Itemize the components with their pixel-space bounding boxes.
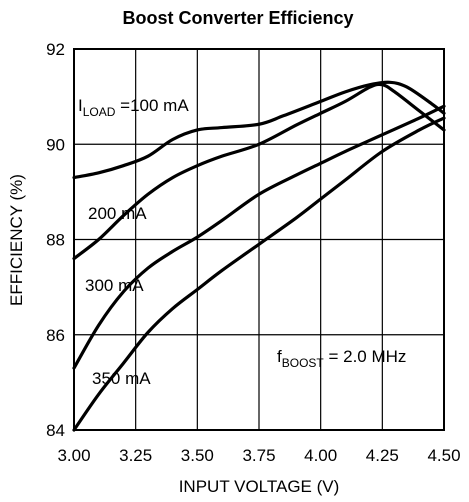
fboost-value: = 2.0 MHz [324, 347, 407, 366]
series-line-300-ma [72, 104, 446, 370]
label-300ma: 300 mA [85, 276, 144, 295]
series-line-100-ma [72, 80, 446, 180]
x-tick-label: 3.75 [242, 446, 275, 465]
x-tick-label: 4.00 [304, 446, 337, 465]
fboost-annotation: fBOOST = 2.0 MHz [277, 347, 406, 370]
curve-layer [72, 80, 446, 432]
fboost-prefix: f [277, 347, 282, 366]
x-axis-title: INPUT VOLTAGE (V) [179, 477, 340, 496]
y-tick-label: 86 [46, 326, 65, 345]
x-tick-label: 3.25 [119, 446, 152, 465]
tick-layer: 3.00 3.25 3.50 3.75 4.00 4.25 4.50 84 86 88 90 92 [46, 40, 460, 465]
y-tick-label: 90 [46, 135, 65, 154]
x-tick-label: 4.50 [427, 446, 460, 465]
iload-value: =100 mA [115, 96, 189, 115]
y-axis-title: EFFICIENCY (%) [7, 174, 26, 306]
y-tick-label: 88 [46, 231, 65, 250]
y-tick-label: 92 [46, 40, 65, 59]
iload-annotation: ILOAD =100 mA [78, 96, 189, 119]
fboost-subscript: BOOST [282, 356, 325, 370]
series-line-200-ma [72, 82, 446, 261]
x-tick-label: 3.00 [57, 446, 90, 465]
series-line-350-ma [72, 116, 446, 432]
x-tick-label: 3.50 [181, 446, 214, 465]
iload-subscript: LOAD [83, 105, 116, 119]
label-350ma: 350 mA [92, 369, 151, 388]
chart-title: Boost Converter Efficiency [122, 8, 353, 28]
x-tick-label: 4.25 [366, 446, 399, 465]
y-tick-label: 84 [46, 421, 65, 440]
label-200ma: 200 mA [88, 204, 147, 223]
iload-prefix: I [78, 96, 83, 115]
